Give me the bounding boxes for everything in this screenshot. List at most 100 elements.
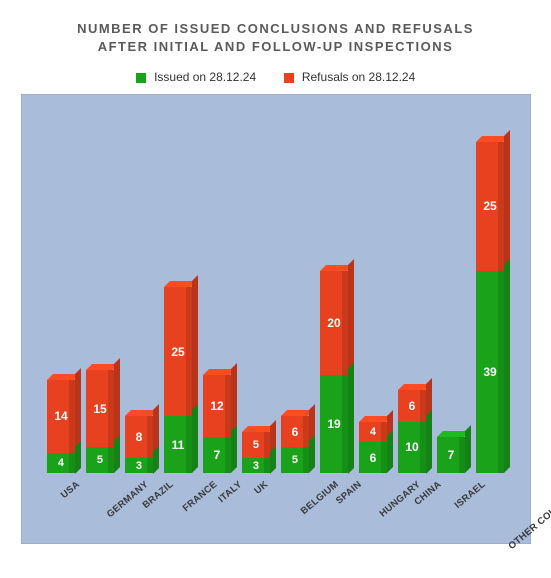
chart-wrapper: NUMBER OF ISSUED CONCLUSIONS AND REFUSAL… xyxy=(0,0,551,578)
bar-value-issued: 10 xyxy=(398,440,425,454)
chart-area: 144155832511127536520194661072539 USAGER… xyxy=(21,94,531,544)
bar-slot: 46 xyxy=(354,110,393,473)
bar-slot: 53 xyxy=(237,110,276,473)
bar-segment-refusals: 20 xyxy=(320,271,347,375)
bar-segment-issued: 4 xyxy=(47,453,74,474)
legend-label-refusals: Refusals on 28.12.24 xyxy=(302,70,415,84)
bar: 12 7 xyxy=(203,375,230,474)
bar-value-issued: 4 xyxy=(47,457,74,469)
bar-value-issued: 5 xyxy=(281,454,308,466)
bar-segment-refusals: 8 xyxy=(125,416,152,457)
bar: 7 xyxy=(437,437,464,473)
chart-title: NUMBER OF ISSUED CONCLUSIONS AND REFUSAL… xyxy=(20,20,531,56)
bar: 65 xyxy=(281,416,308,473)
bar-slot: 83 xyxy=(120,110,159,473)
bar-value-refusals: 4 xyxy=(359,426,386,438)
x-labels: USAGERMANYBRAZILFRANCEITALY UK BELGIUMSPAI… xyxy=(42,473,510,543)
bar-segment-issued: 6 xyxy=(359,442,386,473)
x-label: CHINA xyxy=(393,473,432,543)
bar: 6 10 xyxy=(398,390,425,473)
x-label: UK xyxy=(237,473,276,543)
bar-value-refusals: 25 xyxy=(164,345,191,359)
x-label: ISRAEL xyxy=(432,473,471,543)
bar-slot: 15 5 xyxy=(81,110,120,473)
bar-slot: 7 xyxy=(432,110,471,473)
bar-value-refusals: 6 xyxy=(281,425,308,439)
bar-slot: 25 11 xyxy=(159,110,198,473)
bar-segment-refusals: 14 xyxy=(47,380,74,453)
bar: 83 xyxy=(125,416,152,473)
bar-value-issued: 3 xyxy=(125,460,152,472)
bar: 46 xyxy=(359,422,386,474)
legend-item-refusals: Refusals on 28.12.24 xyxy=(284,70,416,84)
bars-container: 144155832511127536520194661072539 xyxy=(42,110,510,473)
x-label-text: OTHER COUNTRIES* xyxy=(506,479,551,552)
x-label: USA xyxy=(42,473,81,543)
bar-slot: 65 xyxy=(276,110,315,473)
bar-value-issued: 5 xyxy=(86,454,113,466)
bar-value-refusals: 25 xyxy=(476,199,503,213)
x-label-text: USA xyxy=(59,479,82,501)
bar-value-issued: 7 xyxy=(203,448,230,462)
bar-value-refusals: 20 xyxy=(320,316,347,330)
bar-slot: 14 4 xyxy=(42,110,81,473)
bar-value-issued: 19 xyxy=(320,417,347,431)
legend-swatch-refusals xyxy=(284,73,294,83)
x-label: BRAZIL xyxy=(120,473,159,543)
x-label: GERMANY xyxy=(81,473,120,543)
legend-label-issued: Issued on 28.12.24 xyxy=(154,70,256,84)
legend-swatch-issued xyxy=(136,73,146,83)
bar-segment-refusals: 15 xyxy=(86,370,113,448)
bar: 14 4 xyxy=(47,380,74,473)
bar-value-refusals: 15 xyxy=(86,402,113,416)
bar-value-refusals: 6 xyxy=(398,399,425,413)
bar-segment-refusals: 25 xyxy=(476,142,503,272)
bar-segment-issued: 3 xyxy=(125,458,152,474)
bar-value-refusals: 8 xyxy=(125,430,152,444)
x-label: FRANCE xyxy=(159,473,198,543)
bar: 25 39 xyxy=(476,142,503,474)
bar-value-refusals: 12 xyxy=(203,399,230,413)
x-label-text: UK xyxy=(252,479,270,497)
bar-slot: 12 7 xyxy=(198,110,237,473)
bar-segment-refusals: 5 xyxy=(242,432,269,458)
bar: 2019 xyxy=(320,271,347,473)
bar-slot: 25 39 xyxy=(471,110,510,473)
bar-value-issued: 6 xyxy=(359,451,386,465)
bar-segment-issued: 5 xyxy=(281,447,308,473)
bar-segment-refusals: 12 xyxy=(203,375,230,437)
bar-segment-refusals: 25 xyxy=(164,287,191,417)
bar-segment-issued: 10 xyxy=(398,422,425,474)
bar-value-refusals: 5 xyxy=(242,439,269,451)
bar-slot: 2019 xyxy=(315,110,354,473)
bar-segment-refusals: 4 xyxy=(359,422,386,443)
x-label: BELGIUM xyxy=(276,473,315,543)
bar-segment-issued: 39 xyxy=(476,271,503,473)
legend: Issued on 28.12.24 Refusals on 28.12.24 xyxy=(0,70,551,84)
bar-segment-refusals: 6 xyxy=(398,390,425,421)
bar: 53 xyxy=(242,432,269,473)
bar-segment-issued: 19 xyxy=(320,375,347,474)
bar-segment-issued: 11 xyxy=(164,416,191,473)
x-label: OTHER COUNTRIES* xyxy=(471,473,510,543)
bar-segment-issued: 7 xyxy=(203,437,230,473)
plot-area: 144155832511127536520194661072539 xyxy=(42,110,510,473)
x-label: ITALY xyxy=(198,473,237,543)
bar-segment-issued: 5 xyxy=(86,447,113,473)
legend-item-issued: Issued on 28.12.24 xyxy=(136,70,256,84)
x-label: HUNGARY xyxy=(354,473,393,543)
title-line-1: NUMBER OF ISSUED CONCLUSIONS AND REFUSAL… xyxy=(77,21,474,36)
title-line-2: AFTER INITIAL AND FOLLOW-UP INSPECTIONS xyxy=(98,39,454,54)
bar-value-issued: 11 xyxy=(164,438,191,452)
bar-segment-issued: 3 xyxy=(242,458,269,474)
bar: 15 5 xyxy=(86,370,113,474)
bar-segment-refusals: 6 xyxy=(281,416,308,447)
bar-value-issued: 3 xyxy=(242,460,269,472)
bar-value-refusals: 14 xyxy=(47,409,74,423)
bar: 25 11 xyxy=(164,287,191,474)
x-label: SPAIN xyxy=(315,473,354,543)
bar-value-issued: 7 xyxy=(437,448,464,462)
bar-segment-issued: 7 xyxy=(437,437,464,473)
bar-slot: 6 10 xyxy=(393,110,432,473)
bar-value-issued: 39 xyxy=(476,365,503,379)
